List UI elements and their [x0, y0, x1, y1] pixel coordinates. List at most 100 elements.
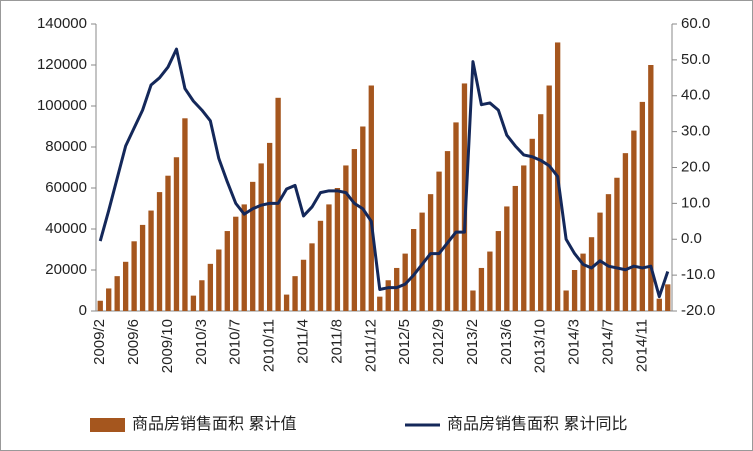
y2-tick-label: -20.0 — [681, 302, 715, 319]
bar — [114, 276, 120, 311]
bar — [470, 290, 476, 311]
bar — [199, 280, 205, 311]
bar — [165, 175, 171, 311]
bar — [614, 177, 620, 311]
y-tick-label: 120000 — [37, 56, 87, 73]
bar — [478, 267, 485, 311]
bar — [512, 185, 518, 311]
bar — [385, 280, 391, 311]
y-tick-label: 80000 — [45, 138, 87, 155]
bar — [233, 216, 239, 311]
bar — [317, 220, 324, 311]
bar — [495, 231, 502, 311]
y-tick-label: 140000 — [37, 15, 87, 32]
y2-tick-label: 0.0 — [681, 230, 702, 247]
x-tick-label: 2013/6 — [498, 319, 515, 365]
bar — [639, 101, 646, 312]
bar — [258, 163, 264, 311]
bar — [182, 118, 188, 311]
y-tick-label: 20000 — [45, 261, 87, 278]
x-tick-label: 2011/8 — [328, 319, 345, 364]
legend-label: 商品房销售面积 累计值 — [132, 415, 296, 433]
bar — [622, 153, 629, 311]
bar — [436, 171, 442, 311]
bar — [665, 284, 671, 311]
bar — [343, 165, 349, 311]
line — [98, 47, 670, 299]
x-tick-label: 2013/10 — [532, 319, 549, 373]
bar — [292, 276, 298, 311]
bar — [97, 300, 103, 311]
x-tick-label: 2014/11 — [633, 319, 650, 372]
x-tick-label: 2014/3 — [566, 319, 583, 365]
y2-tick-label: -10.0 — [681, 266, 715, 283]
bar — [656, 298, 662, 311]
bar — [605, 194, 612, 311]
bar — [504, 206, 510, 311]
bar — [546, 85, 552, 311]
x-tick-label: 2009/2 — [91, 319, 108, 365]
bar — [580, 253, 586, 311]
legend-swatch — [90, 418, 125, 432]
y2-tick-label: 50.0 — [681, 51, 710, 68]
bar — [394, 267, 400, 311]
bar — [377, 296, 383, 311]
x-tick-label: 2010/11 — [261, 319, 278, 372]
x-tick-label: 2011/12 — [362, 319, 379, 372]
bar — [368, 85, 374, 311]
bar — [300, 259, 307, 311]
bar — [538, 114, 544, 311]
bar — [521, 165, 527, 311]
bar — [131, 241, 137, 311]
bar — [224, 231, 230, 311]
bar — [266, 142, 273, 311]
y2-tick-label: 20.0 — [681, 158, 710, 175]
y-tick-label: 0 — [79, 302, 87, 319]
bar — [453, 122, 459, 312]
y-tick-label: 40000 — [45, 220, 87, 237]
bar — [334, 188, 341, 311]
bar — [216, 249, 222, 311]
bar — [207, 263, 214, 311]
y-tick-label: 100000 — [37, 97, 87, 114]
bar — [571, 270, 578, 311]
bar — [326, 204, 332, 311]
bar — [461, 83, 468, 311]
bar — [106, 288, 112, 311]
x-tick-label: 2009/10 — [159, 319, 176, 373]
bar — [122, 261, 129, 311]
x-tick-label: 2014/7 — [599, 319, 616, 365]
bar — [631, 130, 637, 311]
bar — [250, 181, 256, 311]
x-tick-label: 2009/6 — [125, 319, 142, 365]
x-tick-label: 2013/2 — [464, 319, 481, 365]
bar — [156, 192, 163, 311]
y2-tick-label: 60.0 — [681, 15, 710, 32]
x-tick-label: 2012/5 — [396, 319, 413, 365]
y2-tick-label: 30.0 — [681, 123, 710, 140]
bar — [588, 237, 595, 311]
legend-label: 商品房销售面积 累计同比 — [447, 415, 627, 433]
bar — [241, 204, 247, 311]
y2-tick-label: 40.0 — [681, 87, 710, 104]
bar — [139, 224, 146, 311]
bar — [190, 295, 197, 311]
bar — [309, 243, 315, 311]
bar — [173, 157, 180, 311]
bar — [487, 251, 493, 311]
bar — [148, 210, 154, 311]
bar — [444, 151, 451, 311]
y-tick-label: 60000 — [45, 179, 87, 196]
x-tick-label: 2010/7 — [227, 319, 244, 365]
bar — [360, 126, 366, 311]
bar — [563, 290, 569, 311]
x-tick-label: 2012/9 — [430, 319, 447, 365]
bar — [283, 294, 290, 311]
x-tick-label: 2011/4 — [294, 319, 311, 364]
y2-tick-label: 10.0 — [681, 194, 710, 211]
bar — [419, 212, 425, 311]
bar — [410, 229, 417, 311]
bar — [351, 149, 358, 311]
